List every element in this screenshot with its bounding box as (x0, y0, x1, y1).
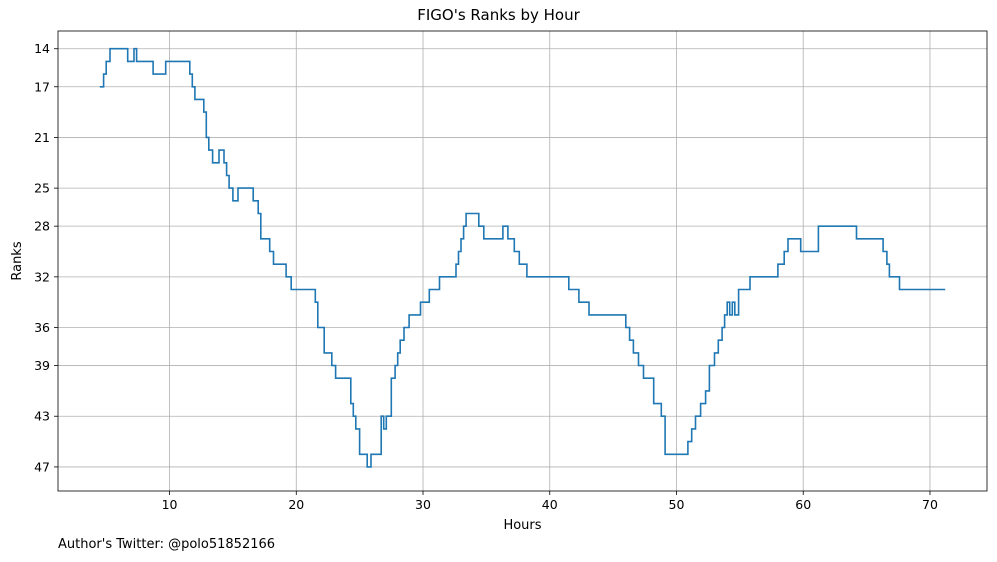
y-tick-label: 14 (34, 41, 50, 56)
x-tick-label: 50 (669, 497, 685, 512)
y-tick-label: 39 (34, 358, 50, 373)
y-tick-label: 32 (34, 269, 50, 284)
x-tick-label: 30 (415, 497, 431, 512)
y-tick-label: 47 (34, 459, 50, 474)
y-tick-label: 17 (34, 79, 50, 94)
y-axis-ticks: 14 17 21 25 28 32 36 39 43 47 (34, 41, 58, 474)
x-tick-label: 60 (795, 497, 811, 512)
y-tick-label: 21 (34, 130, 50, 145)
chart-title: FIGO's Ranks by Hour (417, 6, 580, 24)
x-tick-label: 10 (162, 497, 178, 512)
x-tick-label: 70 (922, 497, 938, 512)
author-credit: Author's Twitter: @polo51852166 (58, 537, 276, 552)
y-tick-label: 43 (34, 409, 50, 424)
x-axis-label: Hours (503, 518, 541, 533)
y-tick-label: 25 (34, 181, 50, 196)
plot-area-frame (57, 30, 988, 492)
x-axis-ticks: 10 20 30 40 50 60 70 (162, 491, 938, 512)
y-tick-label: 28 (34, 219, 50, 234)
x-tick-label: 40 (542, 497, 558, 512)
y-tick-label: 36 (34, 320, 50, 335)
rank-series-line (99, 47, 946, 468)
x-tick-label: 20 (288, 497, 304, 512)
y-axis-label: Ranks (10, 241, 25, 280)
